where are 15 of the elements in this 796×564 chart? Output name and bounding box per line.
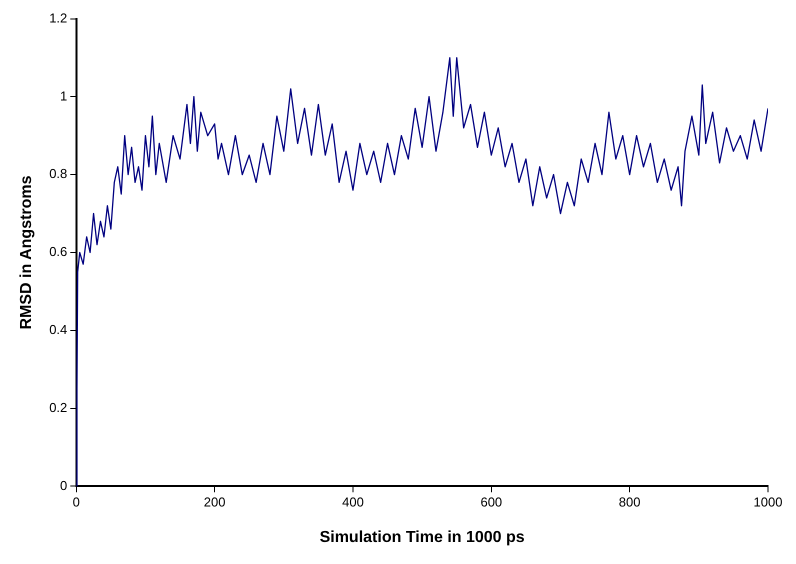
x-tick-label: 0 (72, 494, 80, 510)
x-tick-label: 600 (480, 494, 502, 510)
y-axis-title: RMSD in Angstroms (18, 175, 36, 330)
y-tick-label: 0 (60, 478, 68, 493)
y-tick-label: 0.2 (49, 400, 68, 415)
x-tick-label: 200 (204, 494, 226, 510)
x-axis-title: Simulation Time in 1000 ps (320, 528, 525, 546)
y-tick-label: 0.6 (49, 244, 68, 260)
y-tick-label: 1.2 (49, 10, 68, 26)
x-tick-label: 1000 (754, 494, 782, 510)
x-tick-label: 800 (618, 494, 641, 510)
x-tick-label: 400 (342, 494, 364, 510)
y-tick-label: 0.8 (49, 166, 68, 182)
y-tick-label: 0.4 (49, 322, 68, 337)
y-tick-label: 1 (60, 88, 68, 104)
